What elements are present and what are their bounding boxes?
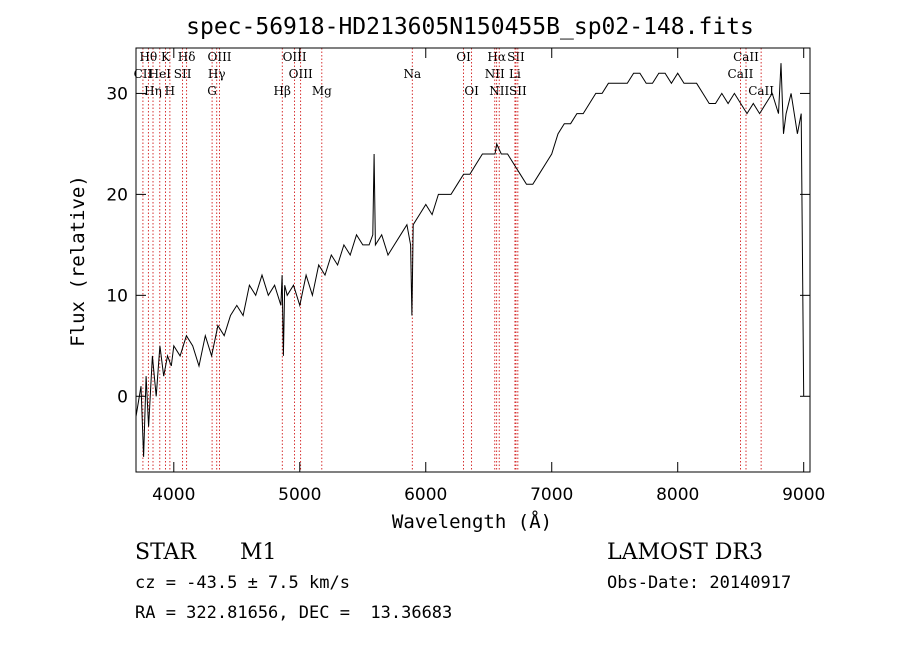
line-marker-label-24: CaII	[733, 50, 759, 64]
line-marker-label-0: Hθ	[139, 50, 157, 64]
line-marker-group: Hθ CII Hη K HeI H Hδ SII OIII Hγ G OIII OIII Hβ Mg Na OI…	[134, 48, 774, 472]
x-tick-label-2: 6000	[404, 485, 447, 505]
chart-title: spec-56918-HD213605N150455B_sp02-148.fit…	[186, 14, 754, 40]
y-tick-label-3: 30	[106, 84, 128, 104]
line-marker-label-14: Mg	[312, 84, 332, 98]
y-tick-label-0: 0	[117, 387, 128, 407]
line-marker-label-13: Hβ	[274, 84, 291, 98]
spectrum-line	[135, 63, 805, 457]
line-marker-label-18: Hα	[487, 50, 506, 64]
redshift-text: cz = -43.5 ± 7.5 km/s	[135, 573, 350, 593]
obs-date-text: Obs-Date: 20140917	[607, 573, 792, 593]
y-tick-label-1: 10	[106, 286, 128, 306]
line-marker-label-16: OI	[456, 50, 471, 64]
x-axis-label: Wavelength (Å)	[392, 510, 552, 533]
spectrum-series	[135, 63, 805, 457]
line-marker-label-8: OIII	[207, 50, 231, 64]
y-axis-label: Flux (relative)	[67, 175, 89, 347]
object-subclass: M1	[240, 540, 277, 565]
coords-text: RA = 322.81656, DEC = 13.36683	[135, 603, 453, 623]
line-marker-label-3: K	[161, 50, 171, 64]
x-tick-label-4: 8000	[656, 485, 699, 505]
line-marker-label-26: CaII	[748, 84, 774, 98]
line-marker-label-17: OI	[464, 84, 479, 98]
line-marker-label-5: H	[165, 84, 175, 98]
line-marker-label-9: Hγ	[208, 67, 226, 81]
plot-frame	[135, 47, 811, 473]
line-marker-label-19: NII	[485, 67, 505, 81]
line-marker-label-20: NII	[489, 84, 509, 98]
survey-name: LAMOST DR3	[607, 540, 763, 565]
object-class: STAR	[135, 540, 196, 565]
x-tick-label-0: 4000	[152, 485, 195, 505]
line-marker-label-7: SII	[174, 67, 192, 81]
line-marker-label-2: Hη	[144, 84, 162, 98]
line-marker-label-22: Li	[509, 67, 521, 81]
x-tick-label-3: 7000	[530, 485, 573, 505]
x-tick-label-1: 5000	[278, 485, 321, 505]
line-marker-label-1: CII	[134, 67, 153, 81]
x-tick-label-5: 9000	[782, 485, 825, 505]
axes-group: 4000 5000 6000 7000 8000 9000 0 10 20 30	[106, 48, 825, 505]
line-marker-label-10: G	[207, 84, 217, 98]
line-marker-label-12: OIII	[289, 67, 313, 81]
line-marker-label-25: CaII	[728, 67, 754, 81]
line-marker-label-4: HeI	[149, 67, 172, 81]
line-marker-label-11: OIII	[283, 50, 307, 64]
line-marker-label-6: Hδ	[178, 50, 196, 64]
line-marker-label-21: SII	[507, 50, 525, 64]
line-marker-label-15: Na	[403, 67, 421, 81]
line-marker-label-23: SII	[509, 84, 527, 98]
y-tick-label-2: 20	[106, 185, 128, 205]
